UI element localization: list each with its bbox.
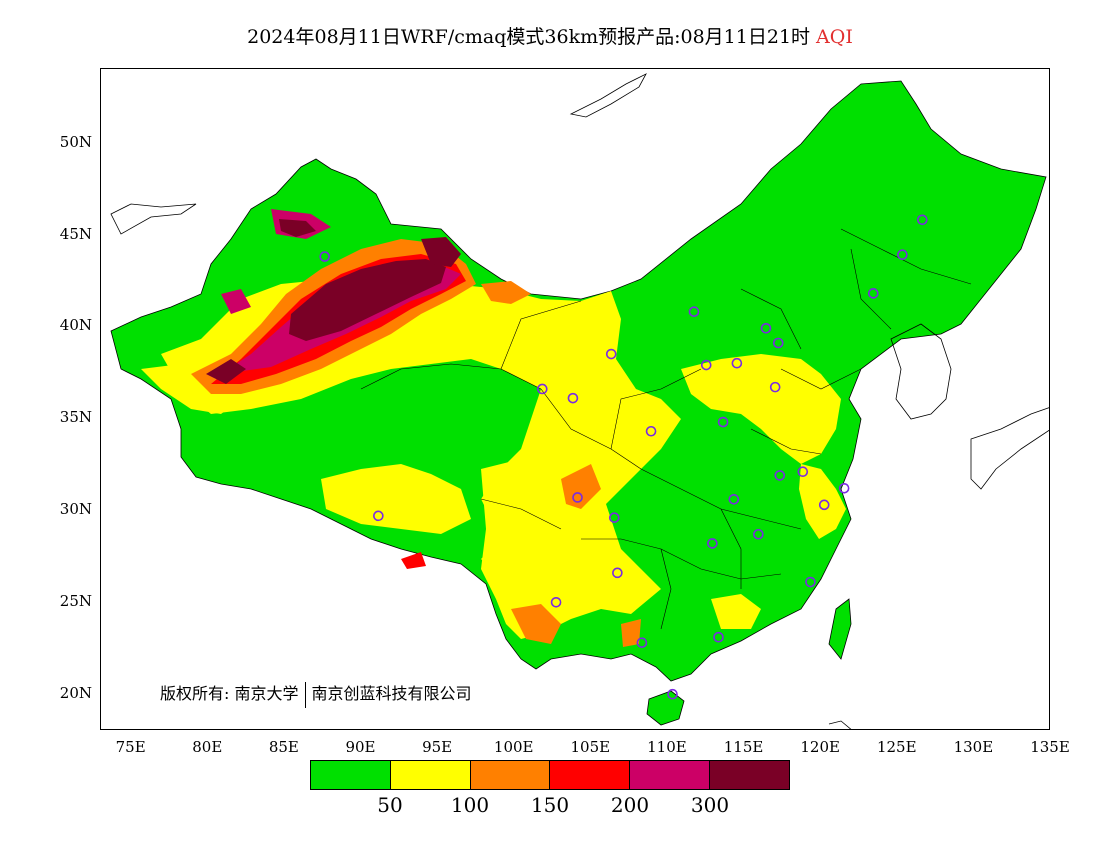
aqi-map-canvas	[110, 73, 1049, 729]
region-sensitive-sichuan	[561, 464, 601, 509]
city-marker	[567, 392, 579, 404]
lon-tick-label: 80E	[192, 738, 223, 756]
city-marker	[550, 596, 562, 608]
city-marker	[700, 359, 712, 371]
lon-tick-label: 110E	[647, 738, 687, 756]
lon-tick-label: 95E	[422, 738, 453, 756]
lat-tick-label: 45N	[59, 224, 92, 243]
lat-tick-label: 30N	[59, 500, 92, 519]
city-marker	[769, 381, 781, 393]
legend-swatch	[311, 761, 391, 789]
lat-tick-label: 20N	[59, 684, 92, 703]
city-marker	[772, 337, 784, 349]
city-marker	[319, 251, 331, 262]
lat-tick-label: 40N	[59, 316, 92, 335]
lon-tick-label: 105E	[570, 738, 611, 756]
lon-tick-label: 115E	[723, 738, 764, 756]
region-moderate-tibet	[321, 464, 471, 534]
city-marker	[536, 383, 548, 395]
legend-swatch	[710, 761, 789, 789]
city-marker	[760, 322, 772, 334]
lon-tick-label: 75E	[115, 738, 146, 756]
region-hazardous-north	[279, 219, 316, 237]
legend-swatch	[550, 761, 631, 789]
city-marker	[645, 425, 657, 437]
city-marker	[717, 416, 729, 428]
coastline-baikal	[569, 73, 647, 118]
region-moderate-southwest	[481, 459, 661, 639]
lat-tick-label: 25N	[59, 592, 92, 611]
coastline-luzon	[828, 720, 852, 729]
city-marker	[728, 493, 740, 505]
region-moderate-xinjiang-west	[141, 364, 241, 414]
city-marker	[605, 348, 617, 360]
city-marker	[688, 306, 700, 318]
city-marker	[897, 249, 908, 261]
lon-tick-label: 85E	[268, 738, 299, 756]
city-marker	[805, 576, 816, 588]
region-hazardous-taklamakan	[289, 259, 446, 341]
region-sensitive-east	[481, 281, 531, 304]
copyright-separator	[304, 681, 306, 708]
city-marker	[753, 528, 764, 540]
legend-label: 100	[450, 793, 490, 817]
city-marker	[612, 567, 623, 579]
region-moderate-east	[681, 354, 841, 464]
lon-tick-label: 120E	[800, 738, 840, 756]
region-sensitive-yunnan	[511, 604, 561, 644]
region-moderate-south	[711, 594, 761, 629]
city-marker	[373, 510, 384, 522]
legend-swatch	[470, 761, 551, 789]
title-variable: AQI	[816, 26, 853, 48]
coastline-japan	[970, 407, 1049, 490]
copyright-prefix: 版权所有:	[160, 684, 230, 703]
region-very-unhealthy-west	[221, 289, 251, 314]
city-marker	[609, 512, 620, 523]
lon-tick-label: 125E	[876, 738, 917, 756]
city-marker	[572, 492, 583, 503]
city-marker	[818, 499, 830, 511]
legend-label: 300	[690, 793, 730, 817]
coastline-korea	[890, 323, 952, 420]
region-hazardous-turpan	[421, 237, 461, 267]
city-marker	[713, 631, 724, 643]
lon-tick-label: 100E	[493, 738, 534, 756]
region-hazardous-southwest	[206, 359, 246, 384]
city-markers	[319, 214, 928, 700]
region-taiwan	[828, 598, 852, 660]
legend-swatch	[390, 761, 471, 789]
copyright-org1: 南京大学	[234, 684, 299, 703]
lat-tick-label: 35N	[59, 408, 92, 427]
lat-tick-label: 50N	[59, 132, 92, 151]
lon-tick-label: 135E	[1030, 738, 1070, 756]
city-marker	[667, 688, 678, 700]
city-marker	[838, 482, 850, 494]
copyright-org2: 南京创蓝科技有限公司	[311, 684, 472, 703]
lon-tick-label: 130E	[953, 738, 994, 756]
city-marker	[916, 214, 928, 226]
legend-label: 200	[610, 793, 650, 817]
aqi-legend	[310, 760, 790, 790]
city-marker	[867, 288, 879, 299]
legend-label: 50	[377, 793, 403, 817]
region-sensitive-guangxi	[621, 619, 641, 647]
city-marker	[774, 470, 786, 481]
city-marker	[731, 357, 743, 369]
city-marker	[636, 637, 648, 649]
legend-label: 150	[530, 793, 570, 817]
region-moderate-coast	[799, 464, 846, 539]
city-marker	[707, 538, 718, 549]
map-title: 2024年08月11日WRF/cmaq模式36km预报产品:08月11日21时 A…	[0, 22, 1100, 49]
title-text: 2024年08月11日WRF/cmaq模式36km预报产品:08月11日21时	[247, 26, 811, 48]
aqi-map	[100, 68, 1050, 730]
coastline-kazakh-lake	[110, 203, 197, 235]
lon-tick-label: 90E	[345, 738, 376, 756]
city-marker	[797, 466, 809, 478]
copyright-notice: 版权所有: 南京大学 南京创蓝科技有限公司	[160, 680, 472, 708]
province-borders	[360, 228, 972, 630]
legend-swatch	[630, 761, 711, 789]
region-unhealthy-tibet	[401, 552, 426, 569]
region-hainan	[646, 690, 685, 726]
